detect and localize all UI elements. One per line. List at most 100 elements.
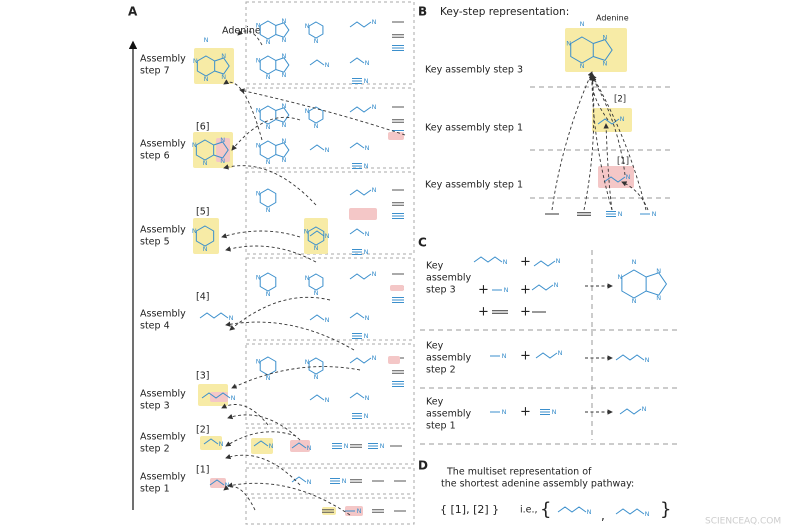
arrow — [225, 454, 301, 486]
atom: N — [632, 258, 637, 266]
ring — [259, 20, 277, 40]
ring — [645, 272, 668, 296]
atom: N — [372, 186, 377, 194]
atom: N — [266, 38, 271, 46]
atom: N — [325, 146, 330, 154]
arrow — [227, 482, 351, 516]
arrow — [223, 164, 317, 206]
highlight — [210, 392, 228, 402]
chain — [349, 21, 372, 28]
plus: + — [520, 283, 531, 298]
step-label: step 3 — [140, 401, 170, 412]
ring — [196, 55, 216, 77]
plus: + — [520, 255, 531, 270]
step-id: [1] — [196, 465, 209, 476]
arrow — [225, 431, 297, 447]
atom: N — [192, 141, 197, 149]
chain — [349, 142, 365, 149]
step-label: Key — [426, 397, 444, 408]
chain — [603, 176, 626, 183]
highlight — [322, 507, 336, 515]
arrow — [231, 366, 361, 389]
panel-label: C — [418, 236, 427, 250]
brace: } — [660, 499, 671, 520]
highlight — [193, 218, 219, 254]
arrow — [237, 29, 263, 46]
atom: N — [307, 444, 312, 452]
ring — [259, 105, 277, 125]
atom: N — [231, 394, 236, 402]
step-label: Key assembly step 1 — [425, 123, 523, 134]
chain — [349, 312, 365, 319]
atom: N — [221, 73, 226, 81]
multiset: { [1], [2] } — [440, 503, 499, 516]
atom: N — [266, 123, 271, 131]
atom: N — [314, 122, 319, 130]
atom: N — [504, 286, 509, 294]
atom: N — [365, 314, 370, 322]
ring — [570, 36, 594, 64]
chain — [533, 260, 556, 267]
atom: N — [305, 22, 310, 30]
highlight — [194, 48, 234, 84]
chain — [199, 312, 229, 319]
step-label: step 4 — [140, 321, 170, 332]
atom: N — [372, 103, 377, 111]
panel-label: A — [128, 5, 138, 19]
atom: N — [620, 115, 625, 123]
chain — [615, 354, 645, 361]
step-label: assembly — [426, 409, 471, 420]
ring — [275, 57, 290, 73]
step-label: Assembly — [140, 54, 186, 65]
atom: N — [225, 481, 230, 489]
step-label: Assembly — [140, 139, 186, 150]
atom: N — [580, 20, 585, 28]
atom: N — [357, 507, 362, 515]
ring — [307, 226, 325, 246]
atom: N — [502, 352, 507, 360]
atom: N — [364, 162, 369, 170]
atom: N — [256, 22, 261, 30]
atom: N — [266, 206, 271, 214]
arrow — [231, 116, 301, 151]
atom: N — [281, 137, 286, 145]
arrow — [225, 245, 317, 263]
ring — [275, 107, 290, 123]
chain — [349, 357, 372, 364]
chain — [209, 479, 225, 486]
step-label: Assembly — [140, 472, 186, 483]
step-label: Assembly — [140, 432, 186, 443]
link — [589, 73, 613, 211]
step-label: step 2 — [426, 365, 456, 376]
atom: N — [193, 57, 198, 65]
atom: N — [281, 36, 286, 44]
chain — [349, 228, 365, 235]
arrow — [225, 321, 355, 351]
fragment-id: [2] — [614, 95, 626, 105]
arrow — [239, 88, 406, 136]
atom: N — [325, 61, 330, 69]
atom: N — [365, 230, 370, 238]
arrow — [227, 414, 301, 441]
plus: + — [478, 283, 489, 298]
step-label: assembly — [426, 353, 471, 364]
step-label: step 1 — [426, 421, 456, 432]
atom: N — [307, 478, 312, 486]
step-label: step 1 — [140, 484, 170, 495]
atom: N — [656, 294, 661, 302]
atom: N — [626, 173, 631, 181]
atom: N — [256, 358, 261, 366]
arrow — [223, 485, 256, 511]
highlight — [304, 218, 328, 254]
atom: N — [314, 244, 319, 252]
chain — [291, 442, 307, 449]
atom: N — [603, 59, 608, 67]
atom: N — [314, 373, 319, 381]
step-id: [5] — [196, 207, 209, 218]
atom: N — [219, 440, 224, 448]
atom: N — [554, 281, 559, 289]
atom: N — [618, 210, 623, 218]
ring — [621, 269, 647, 299]
atom: N — [617, 273, 622, 281]
